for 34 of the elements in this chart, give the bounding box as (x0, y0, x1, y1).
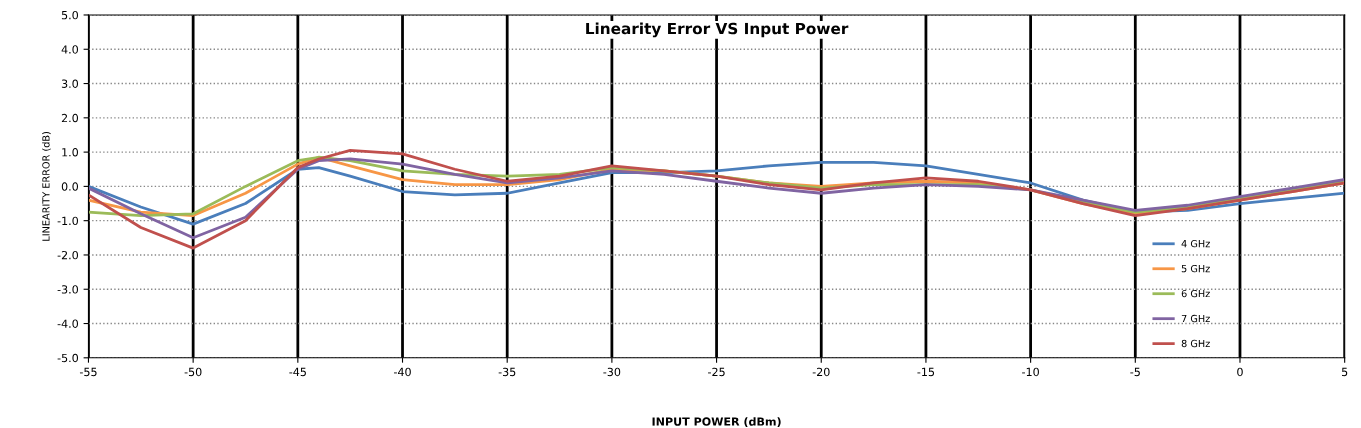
y-tick-label: 3.0 (61, 79, 79, 88)
y-tick-label: -5.0 (57, 353, 79, 363)
legend-label: 7 GHz (1181, 314, 1210, 323)
y-tick-label: -2.0 (57, 250, 79, 260)
x-tick-label: -25 (708, 367, 725, 377)
x-tick-label: -40 (393, 367, 411, 377)
x-tick-label: -45 (289, 367, 306, 377)
y-axis-title: LINEARITY ERROR (dB) (42, 131, 51, 241)
y-tick-label: 2.0 (61, 113, 79, 123)
legend-label: 8 GHz (1181, 339, 1210, 348)
line-series (88, 157, 1345, 240)
y-tick-label: -3.0 (57, 285, 79, 294)
line-series (88, 149, 1345, 250)
y-tick-label: 1.0 (62, 148, 79, 157)
legend-label: 4 GHz (1181, 239, 1210, 248)
x-tick-label: -5 (1130, 367, 1140, 377)
x-tick-label: 0 (1237, 367, 1243, 377)
x-tick-label: -10 (1022, 367, 1039, 377)
x-axis-title: INPUT POWER (dBm) (652, 417, 781, 428)
x-tick-label: 5 (1341, 367, 1348, 377)
y-tick-label: 5.0 (61, 10, 79, 20)
legend-label: 6 GHz (1181, 289, 1210, 298)
x-tick-label: -30 (603, 367, 621, 377)
x-tick-label: -15 (917, 367, 935, 377)
x-tick-label: -55 (79, 367, 97, 377)
x-tick-label: -50 (184, 367, 202, 377)
y-tick-label: 4.0 (61, 45, 79, 54)
x-tick-label: -35 (498, 367, 516, 377)
legend-label: 5 GHz (1181, 264, 1210, 273)
chart-title: Linearity Error VS Input Power (586, 22, 849, 38)
x-tick-label: -20 (812, 367, 830, 377)
y-tick-label: -4.0 (57, 319, 79, 328)
y-tick-label: 0.0 (61, 182, 79, 191)
y-tick-label: -1.0 (57, 216, 79, 226)
